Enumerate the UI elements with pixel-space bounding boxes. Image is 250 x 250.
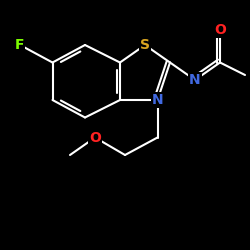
Text: O: O — [89, 130, 101, 144]
Text: F: F — [15, 38, 25, 52]
Text: S: S — [140, 38, 150, 52]
Text: N: N — [152, 93, 163, 107]
Text: O: O — [214, 23, 226, 37]
Text: N: N — [189, 73, 201, 87]
